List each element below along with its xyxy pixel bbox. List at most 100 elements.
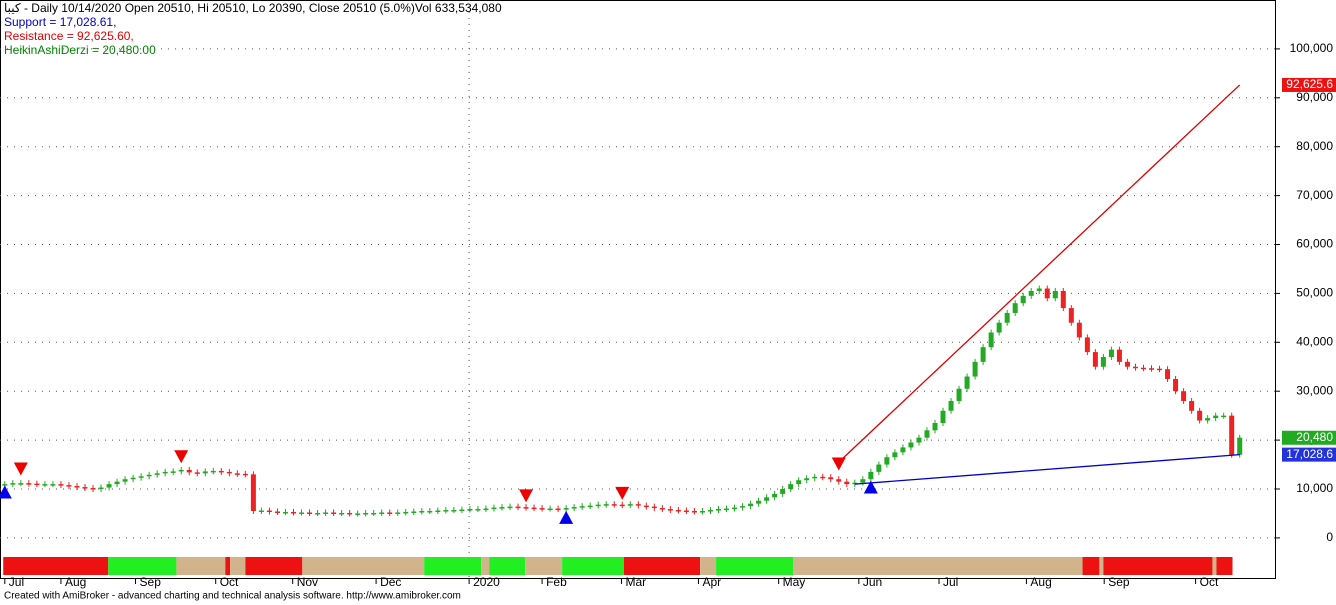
candle [395,512,401,514]
candle [563,508,569,510]
candle [98,487,104,490]
legend-entry: Resistance = 92,625.60, [4,29,134,43]
candle [603,504,609,506]
candle [1116,349,1122,362]
x-tick-label: Dec [380,575,401,589]
x-tick-label: Jul [943,575,958,589]
candle [972,361,978,377]
candle [748,503,754,507]
candle [1197,410,1203,421]
ribbon-segment [1212,557,1217,575]
candle [1028,290,1034,296]
candle [547,508,553,511]
x-tick-label: Oct [1200,575,1219,589]
candle [1060,290,1066,309]
candle [307,512,313,514]
candle [74,486,80,488]
candle [411,511,417,513]
candle [892,452,898,458]
candle [940,410,946,423]
candle [667,509,673,511]
candle [1012,303,1018,313]
candle [908,442,914,448]
candle [250,474,256,512]
x-tick-label: Jul [9,575,24,589]
candle [170,471,176,473]
candle [122,479,128,482]
price-label-box [1282,447,1336,462]
candle [1084,337,1090,353]
ribbon-segment [225,557,231,575]
x-tick-label: Oct [220,575,239,589]
candle [756,500,762,504]
ribbon-segment [1103,557,1213,575]
candle [66,485,72,487]
sell-signal [831,457,846,471]
candle [836,479,842,482]
candle [106,484,112,488]
candle [1004,312,1010,323]
x-tick-label: Sep [140,575,162,589]
candle [988,332,994,348]
sell-signal [519,489,534,503]
candle [371,512,377,515]
ribbon-segment [481,557,490,575]
candle [2,484,8,486]
candle [210,470,216,473]
candle [852,482,858,485]
candle [868,471,874,480]
candle [387,512,393,514]
candle [162,471,168,474]
trend-line [854,453,1240,485]
candle [363,512,369,515]
candle [202,471,208,474]
candle [323,512,329,514]
candle [34,483,40,486]
candle [627,504,633,506]
ribbon-segment [302,557,425,575]
candle [1020,295,1026,304]
candle [1205,418,1211,421]
candle [42,484,48,486]
footer: Created with AmiBroker - advanced charti… [4,591,461,602]
candle [146,474,152,477]
buy-signal [863,480,878,494]
candle [347,512,353,515]
candle [579,506,585,508]
candle [1140,367,1146,370]
candle [515,506,521,509]
candle [50,484,56,486]
candle [539,508,545,510]
candle [459,509,465,512]
ribbon-segment [1082,557,1100,575]
ribbon-segment [793,557,1083,575]
candle [1052,290,1058,299]
candle [186,469,192,473]
y-tick-label: 90,000 [1296,90,1333,104]
candle [242,473,248,476]
candle [900,447,906,453]
candle [804,478,810,481]
ribbon-segment [489,557,526,575]
candle [788,484,794,490]
legend-entry: HeikinAshiDerzi = 20,480.00 [4,43,156,57]
candle [1132,366,1138,369]
candle [90,488,96,490]
sell-signal [615,486,630,500]
y-tick-label: 0 [1326,530,1333,544]
candle [1213,415,1219,419]
candle [828,477,834,480]
x-tick-label: Feb [546,575,567,589]
candle [1044,288,1050,299]
candle [178,469,184,472]
y-tick-label: 10,000 [1296,481,1333,495]
candle [659,508,665,510]
candle [1221,415,1227,418]
chart-title: كيبا - Daily 10/14/2020 Open 20510, Hi 2… [4,1,502,15]
candle [724,508,730,511]
candle [274,511,280,513]
candle [1092,352,1098,367]
candle [154,473,160,475]
candle [443,510,449,512]
y-tick-label: 100,000 [1290,41,1334,55]
